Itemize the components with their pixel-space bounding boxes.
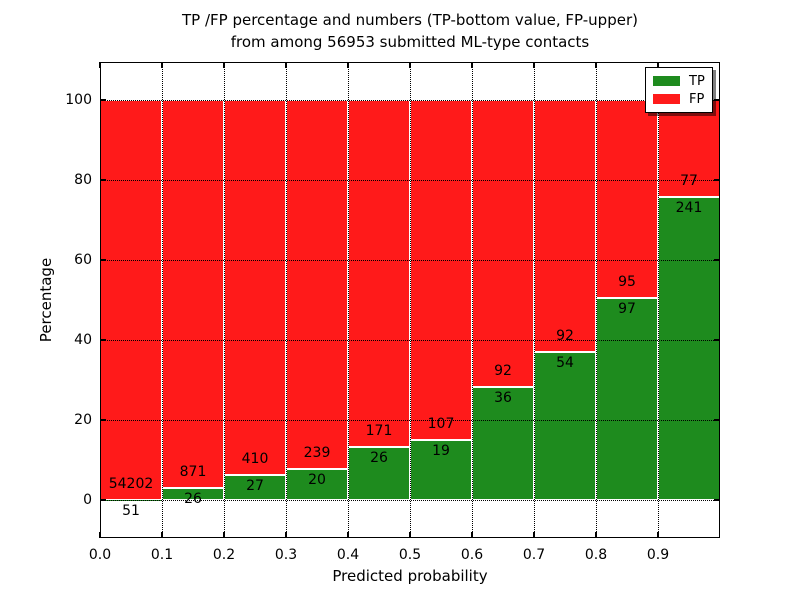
y-axis-label: Percentage <box>37 257 55 343</box>
bar-count-label-fp: 171 <box>365 423 393 440</box>
bar-count-label-fp: 239 <box>303 445 331 462</box>
bar-count-label-fp: 410 <box>241 451 269 468</box>
bar-count-label-tp: 19 <box>432 442 450 459</box>
y-tick-label: 40 <box>74 332 92 348</box>
x-tick-label: 0.1 <box>150 547 174 563</box>
bar-count-label-tp: 26 <box>184 491 202 508</box>
bar-count-label-tp: 97 <box>618 300 636 317</box>
bar-count-label-fp: 107 <box>427 415 455 432</box>
bar-count-label-tp: 36 <box>494 390 512 407</box>
bar-tp-segment <box>596 297 658 500</box>
bar-count-label-tp: 241 <box>675 199 703 216</box>
bar-fp-segment <box>596 100 658 298</box>
bar-count-label-tp: 51 <box>122 502 140 519</box>
bar-fp-segment <box>348 100 410 448</box>
x-axis-label: Predicted probability <box>332 567 488 585</box>
x-tick-label: 0.7 <box>522 547 546 563</box>
legend-swatch-fp-icon <box>653 94 680 104</box>
chart-title-line1: TP /FP percentage and numbers (TP-bottom… <box>182 11 638 29</box>
bar-fp-segment <box>410 100 472 440</box>
legend-entry-tp: TP <box>653 75 705 88</box>
x-tick-label: 0.8 <box>584 547 608 563</box>
bar-count-label-fp: 92 <box>494 363 512 380</box>
legend-label-fp: FP <box>689 91 705 107</box>
bar-count-label-fp: 871 <box>179 464 207 481</box>
bar-count-label-tp: 20 <box>308 472 326 489</box>
legend: TP FP <box>645 67 713 113</box>
chart-title-line2: from among 56953 submitted ML-type conta… <box>230 33 590 51</box>
plot-area: 54202 51 871 26 410 27 239 20 171 26 107 19 92 36 92 54… <box>99 62 720 538</box>
bar-fp-segment <box>224 100 286 476</box>
bar-count-label-fp: 77 <box>680 172 698 189</box>
chart-title: TP /FP percentage and numbers (TP-bottom… <box>100 9 720 53</box>
legend-swatch-tp-icon <box>653 76 680 86</box>
bar-tp-segment <box>286 469 348 500</box>
bar-count-label-fp: 92 <box>556 328 574 345</box>
bar-count-label-fp: 95 <box>618 273 636 290</box>
y-tick-label: 0 <box>83 492 92 508</box>
bar-tp-segment <box>534 352 596 500</box>
bar-tp-segment <box>348 447 410 500</box>
x-tick-label: 0.3 <box>274 547 298 563</box>
x-tick-label: 0.6 <box>460 547 484 563</box>
x-tick-label: 0.0 <box>88 547 112 563</box>
bar-tp-segment <box>472 387 534 500</box>
bar-count-label-tp: 27 <box>246 478 264 495</box>
y-tick-label: 80 <box>74 172 92 188</box>
bar-count-label-fp: 54202 <box>108 475 154 492</box>
legend-label-tp: TP <box>689 73 705 89</box>
bar-count-label-tp: 54 <box>556 355 574 372</box>
y-tick-label: 60 <box>74 252 92 268</box>
x-tick-label: 0.9 <box>646 547 670 563</box>
bar-labels-layer: 54202 51 871 26 410 27 239 20 171 26 107 19 92 36 92 54… <box>100 62 720 538</box>
bar-tp-segment <box>224 475 286 500</box>
x-tick-label: 0.4 <box>336 547 360 563</box>
legend-entry-fp: FP <box>653 93 705 106</box>
bar-count-label-tp: 26 <box>370 450 388 467</box>
x-tick-label: 0.5 <box>398 547 422 563</box>
y-tick-label: 100 <box>65 92 92 108</box>
bar-tp-segment <box>410 439 472 500</box>
y-tick-label: 20 <box>74 412 92 428</box>
bar-fp-segment <box>162 100 224 489</box>
x-tick-label: 0.2 <box>212 547 236 563</box>
